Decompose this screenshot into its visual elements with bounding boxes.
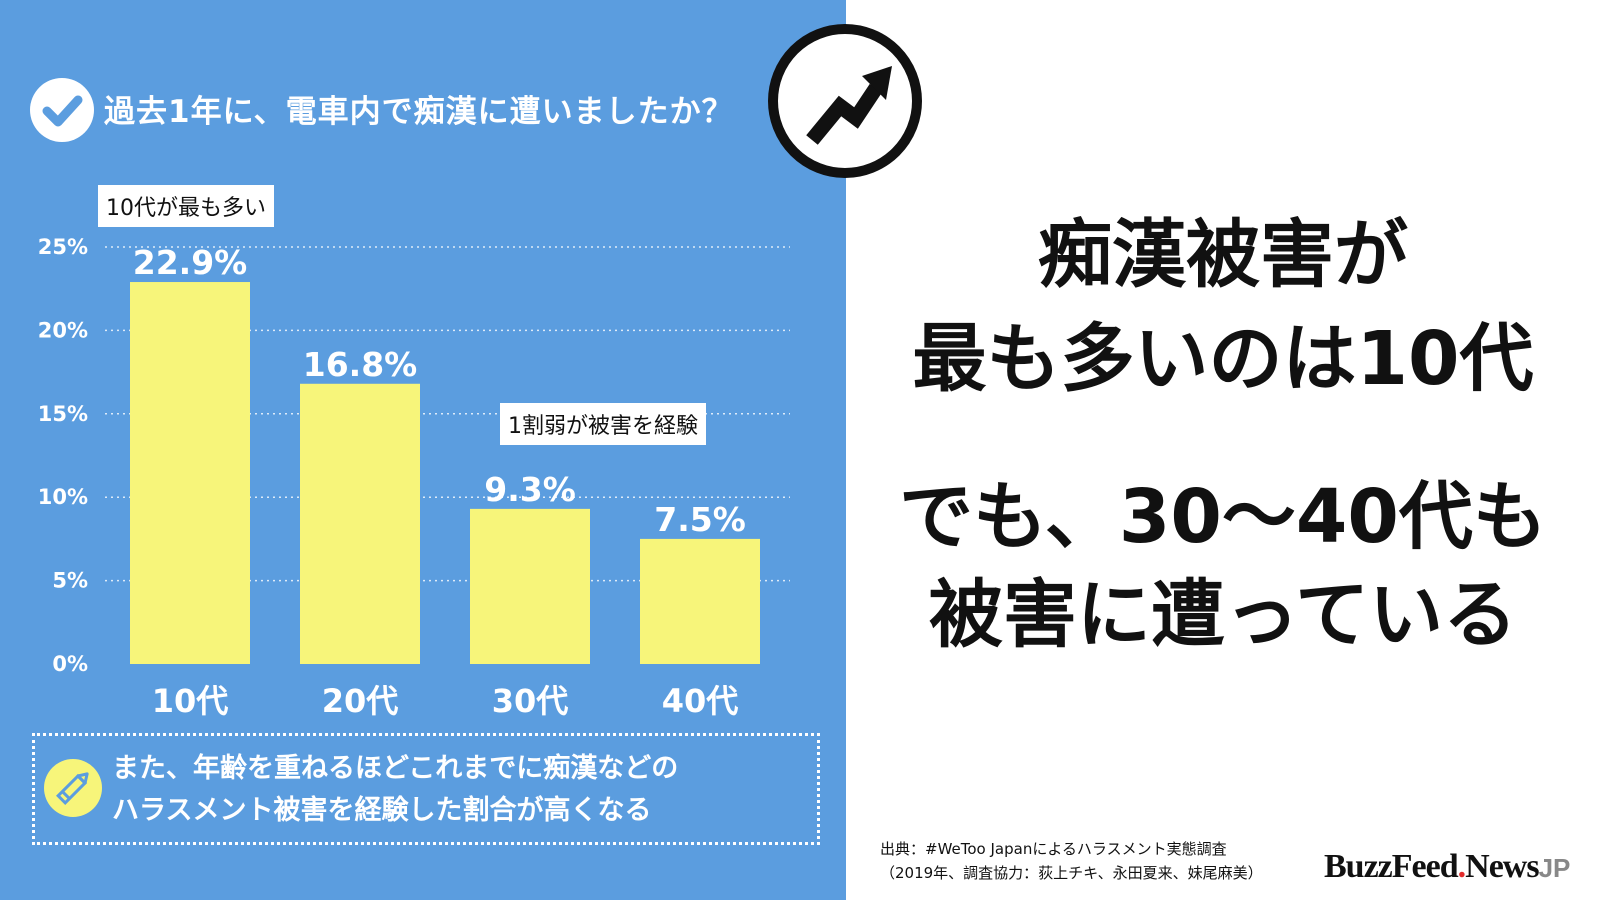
- headline-line-3: でも、30〜40代も: [899, 474, 1547, 560]
- y-tick-label: 20%: [38, 318, 88, 342]
- bar: [640, 538, 760, 664]
- y-tick-label: 0%: [52, 652, 88, 676]
- headline-line-2: 最も多いのは10代: [912, 316, 1534, 402]
- brand-region: JP: [1538, 853, 1571, 883]
- bar-chart: 0% 5% 10% 15% 20% 25% 22.9% 10代 16.8% 20代 9.3% 30代 7…: [38, 235, 790, 720]
- bar: [300, 383, 420, 664]
- y-tick-label: 25%: [38, 235, 88, 259]
- brand-name: BuzzFeed: [1324, 848, 1459, 885]
- callout-teens-most: 10代が最も多い: [98, 185, 274, 227]
- headline-line-1: 痴漢被害が: [1038, 212, 1408, 298]
- x-tick-label: 30代: [492, 682, 569, 720]
- x-tick-label: 10代: [152, 682, 229, 720]
- bar: [470, 508, 590, 664]
- note-text: また、年齢を重ねるほどこれまでに痴漢などの ハラスメント被害を経験した割合が高く…: [112, 748, 678, 832]
- x-tick-label: 40代: [662, 682, 739, 720]
- source-line-2: （2019年、調査協力：荻上チキ、永田夏来、妹尾麻美）: [880, 864, 1263, 882]
- source-line-1: 出典：#WeToo Japanによるハラスメント実態調査: [880, 840, 1227, 858]
- note-line-1: また、年齢を重ねるほどこれまでに痴漢などの: [112, 753, 679, 784]
- brand-logo: BuzzFeed.NewsJP: [1324, 848, 1570, 886]
- headline-line-4: 被害に遭っている: [928, 572, 1518, 658]
- brand-news: News: [1465, 848, 1539, 885]
- y-tick-label: 5%: [52, 569, 88, 593]
- pencil-icon: [44, 759, 102, 817]
- brand-dot: .: [1457, 848, 1466, 885]
- bar-value-label: 7.5%: [654, 500, 746, 539]
- y-tick-label: 10%: [38, 485, 88, 509]
- note-line-2: ハラスメント被害を経験した割合が高くなる: [112, 795, 652, 826]
- x-tick-label: 20代: [322, 682, 399, 720]
- callout-thirties: 1割弱が被害を経験: [500, 403, 706, 445]
- question-note: （女性のみ）: [1384, 138, 1504, 162]
- bar-value-label: 22.9%: [133, 243, 248, 282]
- trending-arrow-icon: [768, 24, 922, 178]
- note-box: [32, 733, 820, 845]
- y-tick-label: 15%: [38, 402, 88, 426]
- bar: [130, 282, 250, 664]
- bar-value-label: 9.3%: [484, 470, 576, 509]
- check-icon: [30, 78, 94, 142]
- question-title: 過去1年に、電車内で痴漢に遭いましたか？: [104, 94, 734, 130]
- bar-value-label: 16.8%: [303, 345, 418, 384]
